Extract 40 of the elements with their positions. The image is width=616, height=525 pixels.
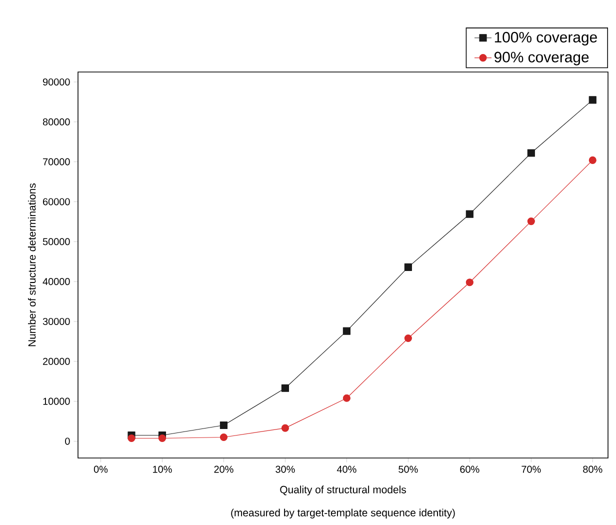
point [281, 384, 289, 392]
point [220, 421, 228, 430]
point [588, 96, 596, 104]
legend-label: 90% coverage [494, 52, 589, 66]
x-tick-label: 0% [94, 466, 108, 473]
x-tick-label: 10% [153, 466, 172, 473]
x-tick-label: 40% [336, 466, 356, 473]
legend-label: 100% coverage [494, 32, 597, 46]
point [466, 278, 474, 286]
point [404, 263, 412, 271]
y-tick-label: 70000 [43, 158, 70, 166]
y-tick-label: 10000 [43, 398, 70, 405]
y-tick-label: 60000 [43, 198, 70, 206]
text: (measured by target-template sequence identity) [231, 508, 455, 518]
y-tick-label: 80000 [42, 118, 70, 126]
point [527, 217, 535, 226]
x-tick-label: 50% [398, 466, 418, 473]
x-tick-label: 80% [583, 466, 602, 473]
y-axis-title: Number of structure determinations [28, 183, 36, 346]
x-tick-label: 70% [522, 466, 541, 473]
y-tick-label: 20000 [43, 358, 70, 365]
point [128, 434, 136, 442]
x-tick-label: 20% [214, 466, 234, 473]
x-tick-label: 30% [276, 466, 295, 473]
point [588, 156, 596, 164]
point [466, 210, 474, 218]
point [281, 424, 289, 432]
point [342, 327, 350, 335]
y-tick-label: 0 [65, 438, 70, 445]
y-tick-label: 40000 [42, 278, 70, 286]
x-tick-label: 60% [460, 466, 480, 473]
x-axis-title: Quality of structural models [280, 486, 406, 496]
point [404, 334, 412, 342]
point [342, 394, 350, 402]
y-tick-label: 90000 [42, 78, 70, 86]
y-tick-label: 50000 [42, 238, 70, 246]
point [158, 434, 166, 442]
point [527, 149, 535, 157]
y-tick-label: 30000 [42, 318, 70, 325]
point [220, 433, 228, 442]
